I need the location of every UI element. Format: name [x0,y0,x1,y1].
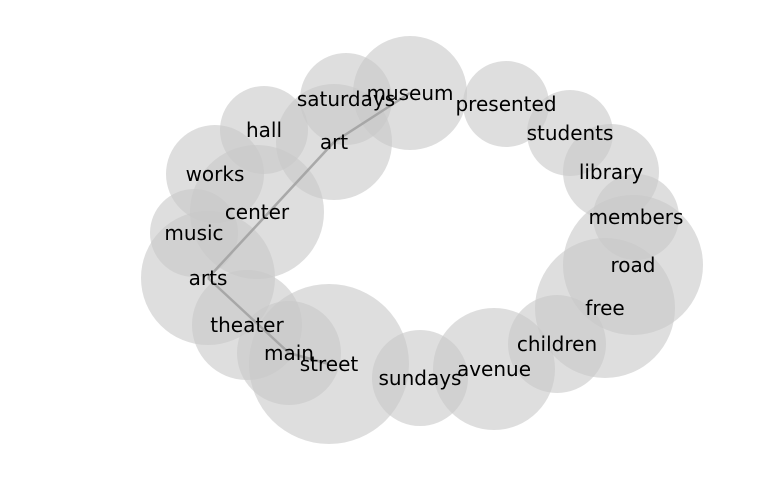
bubble-avenue [433,308,555,430]
edge-museum-art [333,91,411,144]
label-saturdays: saturdays [297,87,395,111]
label-members: members [589,205,684,229]
edge-main-street [288,351,330,366]
bubble-sundays [372,330,468,426]
label-art: art [320,130,348,154]
edge-arts-main [207,277,290,354]
label-arts: arts [189,266,228,290]
bubble-layer [141,36,703,444]
label-center: center [225,200,290,224]
label-sundays: sundays [379,366,462,390]
edge-layer [207,91,411,366]
label-hall: hall [246,118,282,142]
label-road: road [611,253,656,277]
label-library: library [579,160,644,184]
label-avenue: avenue [457,357,531,381]
label-museum: museum [366,81,453,105]
bubble-presented [463,61,549,147]
label-music: music [164,221,223,245]
label-theater: theater [210,313,284,337]
label-works: works [186,162,245,186]
label-students: students [527,121,614,145]
label-presented: presented [455,92,556,116]
edge-art-arts [207,141,335,279]
label-street: street [300,352,359,376]
label-free: free [585,296,624,320]
label-main: main [264,341,314,365]
label-children: children [517,332,597,356]
